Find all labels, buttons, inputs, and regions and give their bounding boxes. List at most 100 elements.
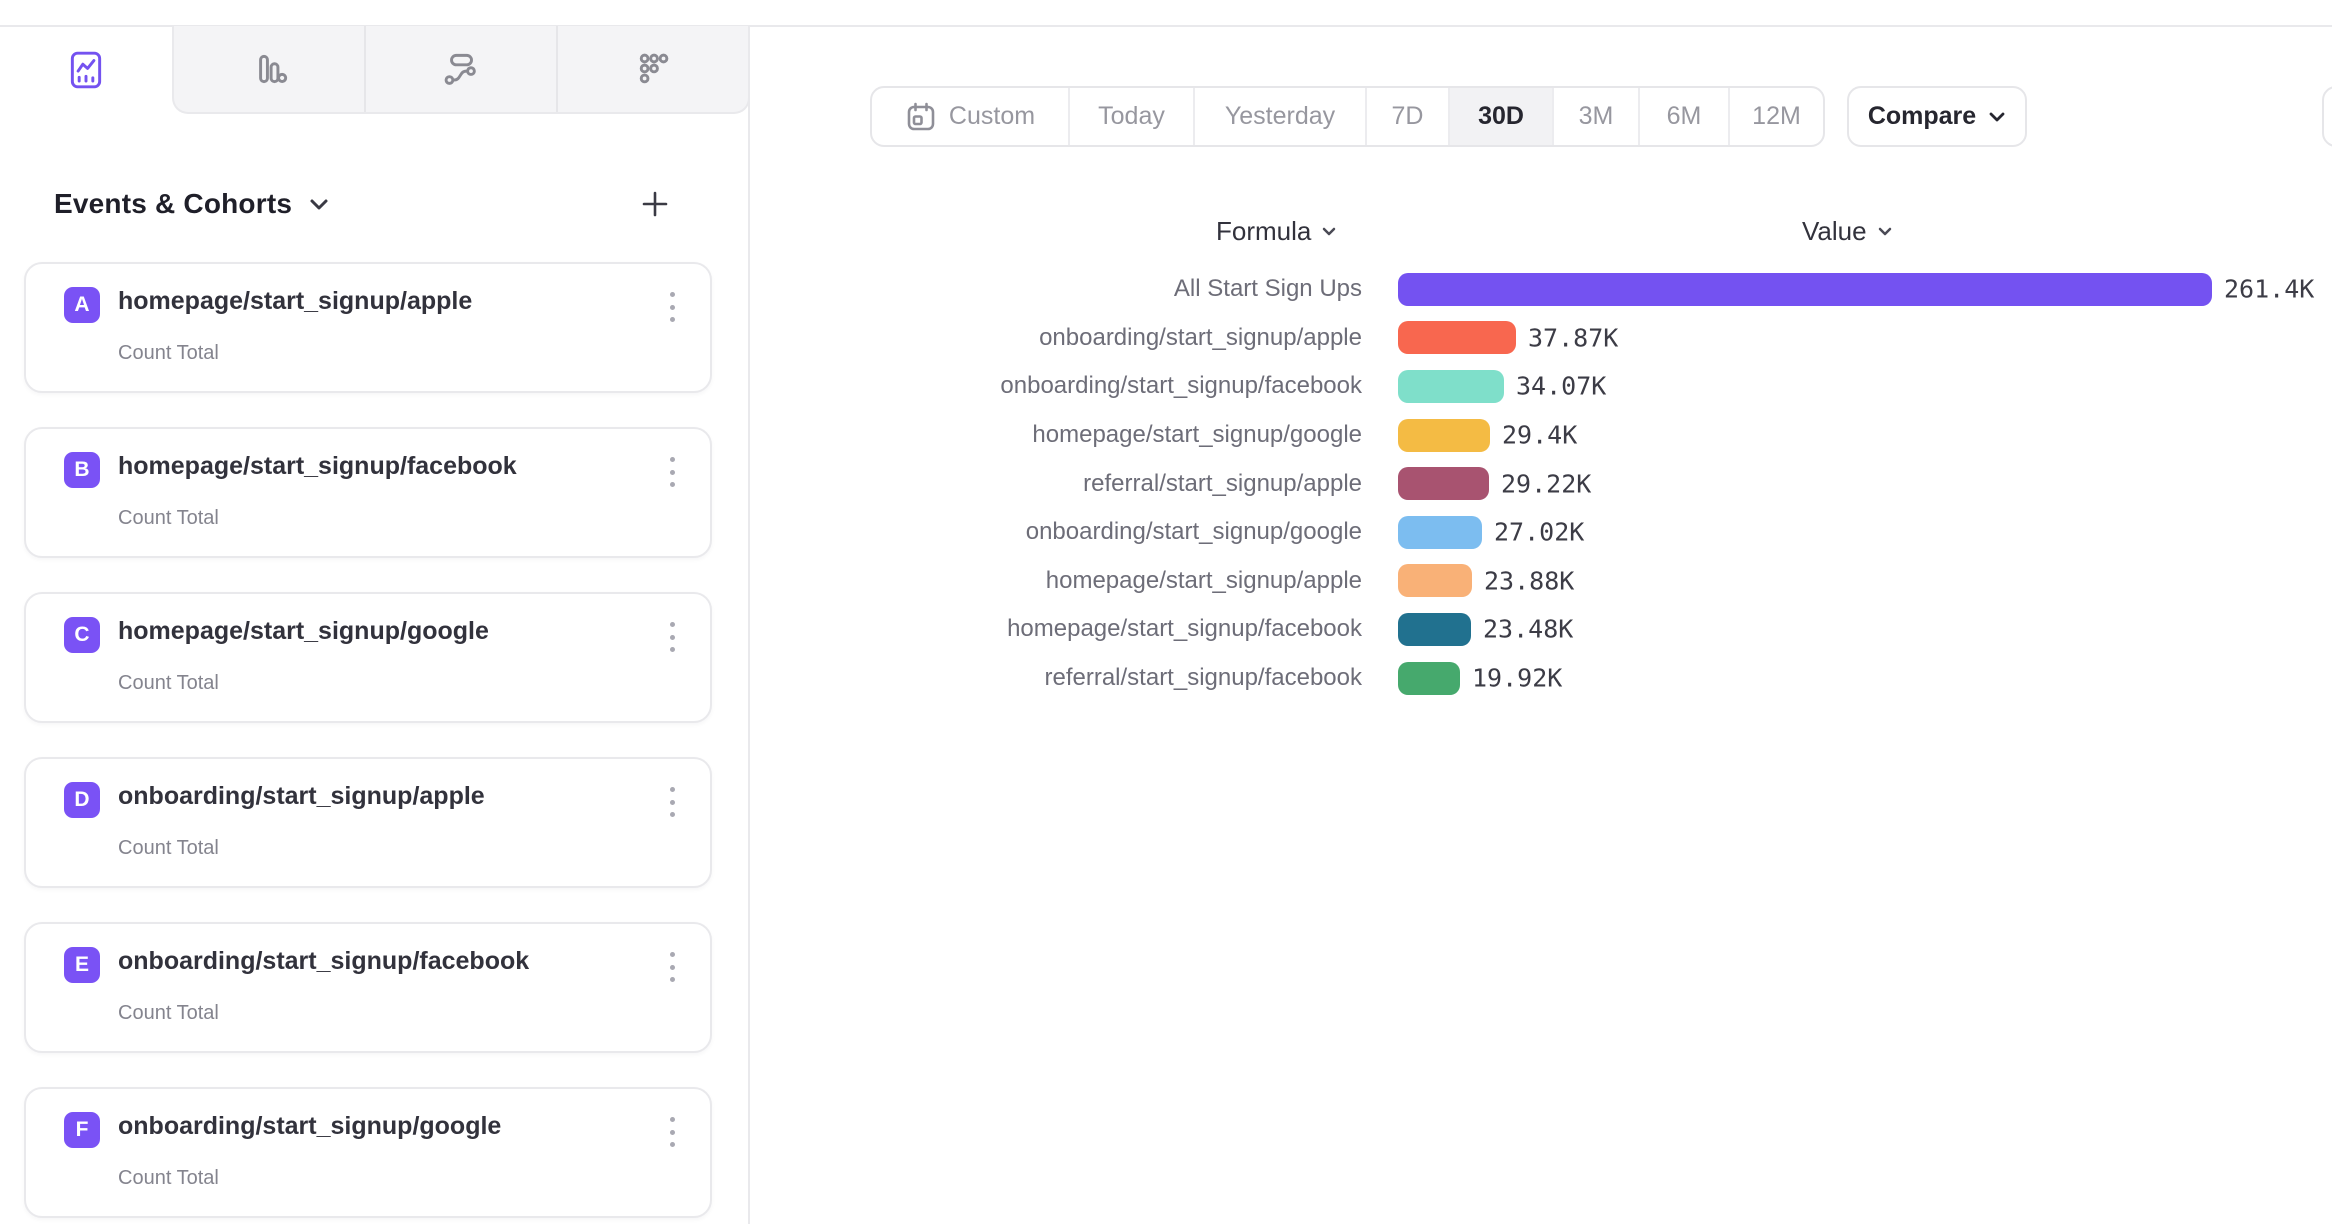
events-cohorts-header: Events & Cohorts xyxy=(54,183,694,225)
value-label: 37.87K xyxy=(1528,323,1619,353)
range-custom[interactable]: Custom xyxy=(872,88,1068,145)
chart-row: referral/start_signup/apple 29.22K xyxy=(0,459,2332,508)
compare-button[interactable]: Compare xyxy=(1847,86,2027,147)
event-card[interactable]: C homepage/start_signup/google Count Tot… xyxy=(24,592,712,723)
insights-line-chart-icon xyxy=(65,49,107,91)
series-label[interactable]: onboarding/start_signup/google xyxy=(1025,518,1362,546)
event-card-list: A homepage/start_signup/apple Count Tota… xyxy=(24,262,712,1224)
bar-chart: All Start Sign Ups 261.4K onboarding/sta… xyxy=(0,265,2332,702)
tab-retention[interactable] xyxy=(556,26,748,112)
event-measure[interactable]: Count Total xyxy=(118,1002,219,1024)
event-name: homepage/start_signup/google xyxy=(118,617,489,645)
event-letter-badge: F xyxy=(64,1112,100,1148)
event-name: homepage/start_signup/facebook xyxy=(118,452,517,480)
add-event-button[interactable] xyxy=(638,187,672,221)
series-label[interactable]: homepage/start_signup/google xyxy=(1032,421,1362,449)
top-divider xyxy=(0,25,2332,27)
chart-row: homepage/start_signup/apple 23.88K xyxy=(0,557,2332,606)
series-label[interactable]: All Start Sign Ups xyxy=(1173,275,1362,303)
event-measure[interactable]: Count Total xyxy=(118,837,219,859)
chart-row: referral/start_signup/facebook 19.92K xyxy=(0,654,2332,703)
series-label[interactable]: onboarding/start_signup/apple xyxy=(1039,323,1362,351)
event-letter-badge: B xyxy=(64,452,100,488)
event-name: onboarding/start_signup/apple xyxy=(118,782,485,810)
value-bar[interactable] xyxy=(1398,564,1472,598)
flows-icon xyxy=(440,48,482,90)
series-label[interactable]: onboarding/start_signup/facebook xyxy=(1000,372,1362,400)
value-label: 261.4K xyxy=(2224,274,2315,304)
partial-button[interactable] xyxy=(2322,86,2332,147)
event-measure[interactable]: Count Total xyxy=(118,672,219,694)
range-6m[interactable]: 6M xyxy=(1638,88,1728,145)
event-name: homepage/start_signup/apple xyxy=(118,287,473,315)
event-card[interactable]: A homepage/start_signup/apple Count Tota… xyxy=(24,262,712,393)
kebab-menu-icon[interactable] xyxy=(658,1117,686,1147)
value-bar[interactable] xyxy=(1398,418,1490,452)
value-label: 23.88K xyxy=(1484,566,1575,596)
range-12m[interactable]: 12M xyxy=(1728,88,1823,145)
event-measure[interactable]: Count Total xyxy=(118,507,219,529)
event-letter-badge: A xyxy=(64,287,100,323)
kebab-menu-icon[interactable] xyxy=(658,292,686,322)
event-letter-badge: C xyxy=(64,617,100,653)
value-label: 29.22K xyxy=(1501,469,1592,499)
range-today[interactable]: Today xyxy=(1068,88,1193,145)
chart-row: onboarding/start_signup/facebook 34.07K xyxy=(0,362,2332,411)
range-30d[interactable]: 30D xyxy=(1448,88,1552,145)
kebab-menu-icon[interactable] xyxy=(658,622,686,652)
value-label: 34.07K xyxy=(1516,371,1607,401)
event-letter-badge: D xyxy=(64,782,100,818)
chevron-down-icon xyxy=(1321,226,1337,237)
chart-row: homepage/start_signup/facebook 23.48K xyxy=(0,605,2332,654)
funnels-bar-icon xyxy=(248,48,290,90)
kebab-menu-icon[interactable] xyxy=(658,787,686,817)
value-bar[interactable] xyxy=(1398,612,1471,646)
value-label: 23.48K xyxy=(1483,614,1574,644)
value-bar[interactable] xyxy=(1398,467,1489,501)
value-label: 19.92K xyxy=(1472,663,1563,693)
formula-column-header[interactable]: Formula xyxy=(1216,216,1337,247)
chevron-down-icon[interactable] xyxy=(308,197,330,211)
chart-type-tab-group xyxy=(172,26,750,114)
chevron-down-icon xyxy=(1988,111,2006,123)
value-label: 29.4K xyxy=(1502,420,1578,450)
chart-row: homepage/start_signup/google 29.4K xyxy=(0,411,2332,460)
range-yesterday[interactable]: Yesterday xyxy=(1193,88,1365,145)
series-label[interactable]: homepage/start_signup/apple xyxy=(1045,566,1362,594)
events-cohorts-title[interactable]: Events & Cohorts xyxy=(54,188,293,219)
event-name: onboarding/start_signup/google xyxy=(118,1112,502,1140)
date-range-selector: Custom Today Yesterday 7D 30D 3M 6M 12M xyxy=(870,86,1825,147)
value-label: 27.02K xyxy=(1494,517,1585,547)
value-bar[interactable] xyxy=(1398,515,1482,549)
event-card[interactable]: D onboarding/start_signup/apple Count To… xyxy=(24,757,712,888)
tab-funnels[interactable] xyxy=(174,26,364,112)
event-name: onboarding/start_signup/facebook xyxy=(118,947,530,975)
event-letter-badge: E xyxy=(64,947,100,983)
series-label[interactable]: referral/start_signup/facebook xyxy=(1044,664,1362,692)
value-bar[interactable] xyxy=(1398,321,1516,355)
sidebar-divider xyxy=(748,26,750,1224)
range-7d[interactable]: 7D xyxy=(1365,88,1448,145)
value-bar[interactable] xyxy=(1398,661,1460,695)
series-label[interactable]: homepage/start_signup/facebook xyxy=(1007,615,1362,643)
range-3m[interactable]: 3M xyxy=(1552,88,1638,145)
value-column-header[interactable]: Value xyxy=(1802,216,1893,247)
chevron-down-icon xyxy=(1877,226,1893,237)
event-card[interactable]: E onboarding/start_signup/facebook Count… xyxy=(24,922,712,1053)
event-card[interactable]: F onboarding/start_signup/google Count T… xyxy=(24,1087,712,1218)
chart-column-headers: Formula Value xyxy=(0,216,2332,252)
tab-flows[interactable] xyxy=(364,26,556,112)
value-bar[interactable] xyxy=(1398,272,2212,306)
event-measure[interactable]: Count Total xyxy=(118,342,219,364)
tab-insights-active[interactable] xyxy=(0,27,172,113)
series-label[interactable]: referral/start_signup/apple xyxy=(1083,469,1362,497)
event-card[interactable]: B homepage/start_signup/facebook Count T… xyxy=(24,427,712,558)
event-measure[interactable]: Count Total xyxy=(118,1167,219,1189)
chart-row: onboarding/start_signup/google 27.02K xyxy=(0,508,2332,557)
kebab-menu-icon[interactable] xyxy=(658,952,686,982)
retention-grid-icon xyxy=(632,48,674,90)
chart-row: onboarding/start_signup/apple 37.87K xyxy=(0,314,2332,363)
kebab-menu-icon[interactable] xyxy=(658,457,686,487)
value-bar[interactable] xyxy=(1398,369,1504,403)
